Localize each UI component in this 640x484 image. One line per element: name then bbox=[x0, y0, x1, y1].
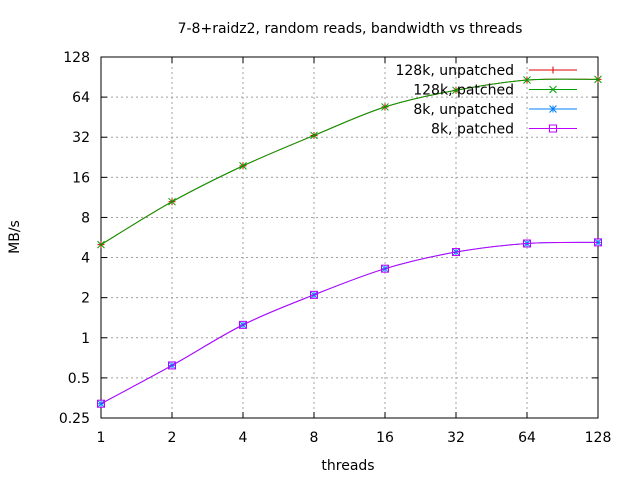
y-tick-label: 0.25 bbox=[59, 411, 90, 427]
x-axis-title: threads bbox=[321, 458, 374, 474]
axis-ticks: 1 2 4 8 16 32 64 128 0.25 0.5 1 2 4 8 16 32 64 128 bbox=[59, 50, 612, 446]
legend-item: 128k, patched bbox=[413, 83, 577, 99]
data-point bbox=[594, 75, 602, 84]
y-tick-label: 16 bbox=[72, 170, 90, 186]
data-point bbox=[239, 320, 247, 329]
x-tick-label: 128 bbox=[585, 430, 612, 446]
legend-marker bbox=[549, 85, 557, 94]
y-tick-label: 64 bbox=[72, 90, 90, 106]
data-point bbox=[168, 361, 176, 370]
series-2 bbox=[97, 238, 602, 408]
legend-label: 128k, patched bbox=[413, 83, 514, 99]
data-point bbox=[381, 103, 389, 111]
data-point bbox=[97, 240, 105, 249]
y-tick-label: 128 bbox=[63, 50, 90, 66]
y-tick-label: 4 bbox=[81, 251, 90, 267]
y-tick-label: 1 bbox=[81, 331, 90, 347]
data-point bbox=[452, 248, 460, 257]
legend: 128k, unpatched 128k, patched 8k, unpatche… bbox=[395, 63, 577, 138]
legend-item: 8k, unpatched bbox=[413, 102, 577, 118]
series-0 bbox=[97, 75, 602, 249]
data-point bbox=[168, 197, 176, 206]
data-point bbox=[594, 238, 602, 247]
legend-label: 128k, unpatched bbox=[395, 63, 514, 79]
y-tick-label: 32 bbox=[72, 130, 90, 146]
y-axis-title: MB/s bbox=[7, 220, 23, 254]
data-point bbox=[239, 162, 247, 170]
data-point bbox=[452, 86, 460, 95]
series-3 bbox=[97, 238, 602, 408]
legend-label: 8k, unpatched bbox=[413, 102, 514, 118]
x-tick-label: 4 bbox=[239, 430, 248, 446]
series-layer bbox=[97, 75, 602, 408]
data-point bbox=[310, 290, 318, 299]
x-tick-label: 16 bbox=[376, 430, 394, 446]
x-tick-label: 8 bbox=[310, 430, 319, 446]
chart-title: 7-8+raidz2, random reads, bandwidth vs t… bbox=[178, 21, 523, 37]
data-point bbox=[523, 239, 531, 248]
plot-frame bbox=[100, 56, 599, 419]
series-line bbox=[100, 241, 599, 405]
x-tick-label: 64 bbox=[518, 430, 536, 446]
data-point bbox=[310, 131, 318, 140]
legend-item: 128k, unpatched bbox=[395, 63, 577, 79]
y-tick-label: 0.5 bbox=[68, 371, 90, 387]
data-point bbox=[381, 264, 389, 273]
series-line bbox=[100, 78, 599, 246]
legend-marker bbox=[549, 66, 557, 74]
legend-marker bbox=[549, 105, 557, 113]
series-line bbox=[100, 78, 599, 246]
series-line bbox=[100, 241, 599, 405]
data-point bbox=[97, 399, 105, 408]
y-tick-label: 2 bbox=[81, 291, 90, 307]
grid-lines bbox=[101, 57, 598, 418]
legend-label: 8k, patched bbox=[431, 122, 514, 138]
legend-marker bbox=[549, 124, 557, 133]
data-point bbox=[523, 76, 531, 84]
legend-item: 8k, patched bbox=[431, 122, 577, 138]
series-1 bbox=[97, 75, 602, 249]
x-tick-label: 32 bbox=[447, 430, 465, 446]
x-tick-label: 2 bbox=[168, 430, 177, 446]
y-tick-label: 8 bbox=[81, 210, 90, 226]
x-tick-label: 1 bbox=[97, 430, 106, 446]
